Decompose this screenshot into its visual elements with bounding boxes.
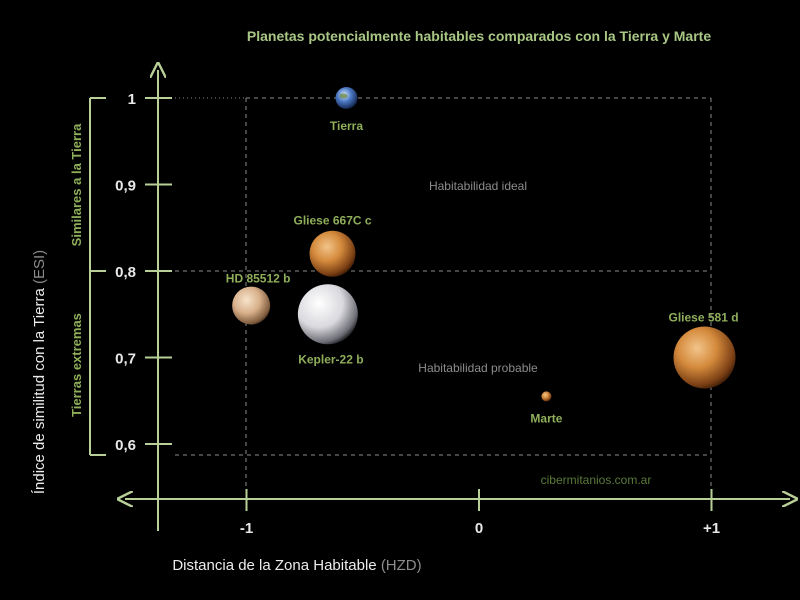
x-tick-label: 0 bbox=[475, 520, 483, 537]
planet-label-hd-85512-b: HD 85512 b bbox=[226, 272, 291, 286]
y-tick-label: 0,9 bbox=[115, 178, 136, 195]
y-ticks: 1 0,9 0,8 0,7 0,6 bbox=[115, 91, 172, 454]
x-axis-title: Distancia de la Zona Habitable (HZD) bbox=[172, 557, 421, 574]
esi-band-bracket bbox=[89, 97, 106, 456]
band-label-lower: Tierras extremas bbox=[69, 313, 84, 417]
planet-label-tierra: Tierra bbox=[330, 119, 363, 133]
planet-label-marte: Marte bbox=[530, 411, 562, 425]
y-tick-label: 0,7 bbox=[115, 351, 136, 368]
planet-gliese-581-d bbox=[673, 326, 736, 389]
planet-label-gliese-581-d: Gliese 581 d bbox=[669, 311, 739, 325]
chart-title: Planetas potencialmente habitables compa… bbox=[247, 28, 711, 44]
y-tick-label: 0,8 bbox=[115, 264, 136, 281]
x-axis-title-main: Distancia de la Zona Habitable bbox=[172, 557, 376, 574]
x-ticks: -1 0 +1 bbox=[240, 489, 720, 537]
x-tick-label: -1 bbox=[240, 520, 253, 537]
y-axis-title-unit-text: (ESI) bbox=[31, 250, 48, 284]
axes bbox=[125, 70, 790, 531]
y-axis-title: Índice de similitud con la Tierra (ESI) bbox=[31, 250, 48, 494]
planet-kepler-22-b bbox=[297, 284, 358, 345]
planet-hd-85512-b bbox=[232, 286, 271, 325]
x-axis-title-unit-text: (HZD) bbox=[381, 557, 422, 574]
x-tick-label: +1 bbox=[703, 520, 720, 537]
planet-label-gliese-667c-c: Gliese 667C c bbox=[293, 214, 371, 228]
region-label-ideal: Habitabilidad ideal bbox=[429, 179, 527, 193]
planet-label-kepler-22-b: Kepler-22 b bbox=[298, 352, 363, 366]
y-tick-label: 0,6 bbox=[115, 437, 136, 454]
earth-continent bbox=[339, 93, 348, 99]
planet-marte bbox=[541, 391, 552, 402]
region-label-probable: Habitabilidad probable bbox=[418, 361, 538, 375]
band-label-upper: Similares a la Tierra bbox=[69, 123, 84, 246]
planet-tierra bbox=[335, 87, 358, 109]
data-points: Tierra Gliese 667C c HD 85512 b Kepler-22 b… bbox=[226, 87, 739, 425]
y-axis-title-main: Índice de similitud con la Tierra bbox=[31, 288, 48, 495]
y-tick-label: 1 bbox=[128, 91, 136, 108]
watermark: cibermitanios.com.ar bbox=[541, 473, 652, 487]
planet-gliese-667c-c bbox=[309, 230, 356, 277]
